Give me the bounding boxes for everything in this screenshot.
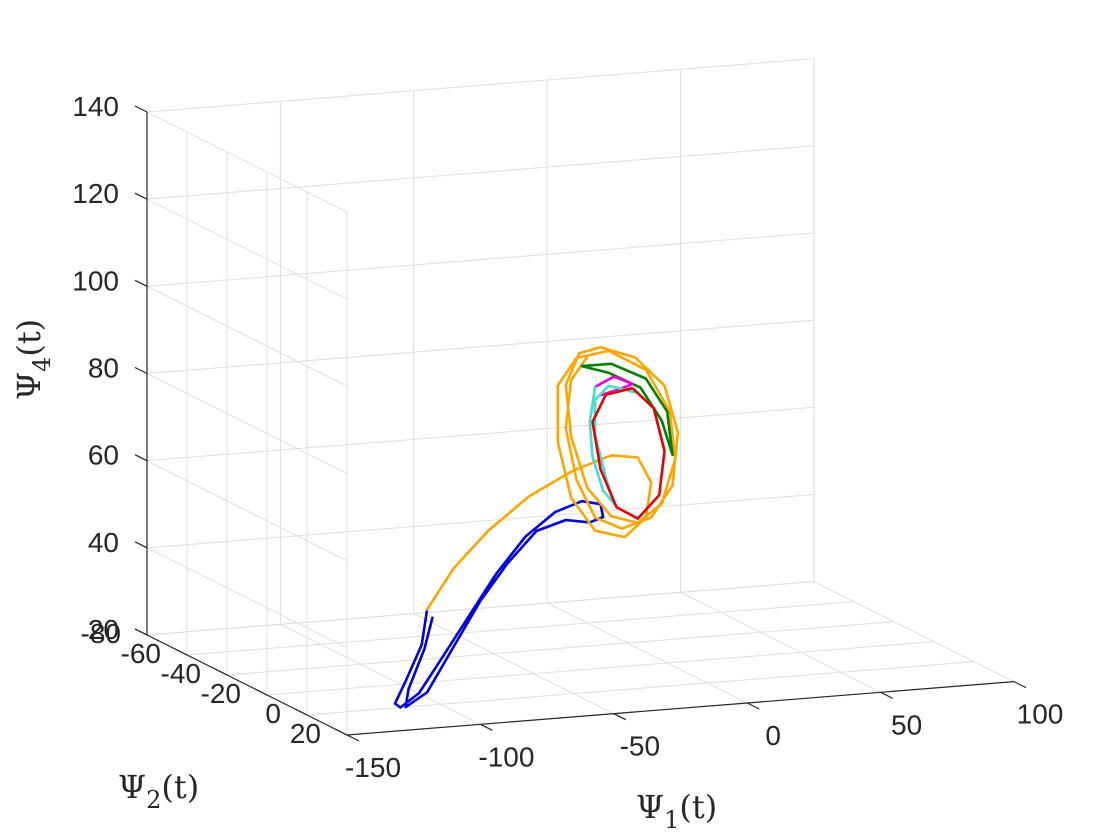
grid-line (146, 581, 815, 636)
x-tick-label: 0 (765, 720, 781, 751)
x-tick-mark (1013, 681, 1027, 689)
x-tick-label: -100 (478, 741, 534, 772)
grid-line (146, 58, 815, 113)
x-tick-mark (613, 713, 627, 721)
grid-line (546, 602, 748, 704)
grid-line (680, 591, 881, 693)
y-tick-label: -60 (121, 638, 161, 669)
z-tick-label: 140 (72, 91, 119, 122)
z-tick-label: 60 (88, 440, 119, 471)
y-tick-label: 20 (290, 718, 321, 749)
series-trajectory-2 (425, 345, 680, 611)
x-tick-mark (880, 691, 893, 699)
z-axis-label: Ψ4(t) (10, 319, 56, 400)
z-tick-label: 120 (72, 178, 119, 209)
z-tick-mark (134, 366, 148, 375)
z-tick-mark (134, 105, 148, 113)
series-trajectory-4 (593, 375, 634, 397)
y-tick-mark (334, 728, 348, 736)
x-tick-label: -150 (345, 752, 401, 783)
x-tick-mark (480, 723, 493, 731)
x-axis-label: Ψ1(t) (636, 788, 717, 834)
z-tick-mark (134, 279, 148, 287)
z-tick-mark (134, 192, 148, 200)
grid-line (186, 601, 855, 656)
x-tick-mark (746, 702, 760, 710)
z-tick-mark (134, 454, 148, 462)
grid-line (146, 493, 815, 549)
y-tick-label: -80 (81, 618, 121, 649)
z-tick-label: 100 (72, 265, 119, 296)
grid-line (146, 111, 348, 213)
grid-line (146, 373, 348, 474)
x-axis-line (346, 681, 1015, 736)
grid-line (146, 460, 348, 562)
grid-line (266, 641, 935, 696)
y-tick-mark (254, 688, 268, 696)
y-tick-label: 0 (265, 698, 281, 729)
axes-box (146, 112, 1015, 736)
y-tick-label: -20 (201, 678, 241, 709)
series-trajectory-6 (591, 386, 666, 520)
grid-line (280, 623, 481, 725)
x-tick-label: -50 (620, 731, 660, 762)
y-axis-label: Ψ2(t) (118, 768, 199, 814)
series-layer (393, 345, 680, 709)
z-tick-label: 80 (88, 353, 119, 384)
grid-line (306, 661, 975, 716)
z-tick-mark (134, 541, 148, 549)
x-tick-label: 100 (1017, 699, 1064, 730)
y-tick-mark (214, 668, 228, 676)
grid-line (146, 285, 348, 387)
grid-line (146, 145, 815, 200)
grid-layer (146, 58, 1015, 736)
z-tick-mark (134, 628, 148, 636)
z-tick-label: 20 (88, 614, 119, 645)
x-tick-label: 50 (891, 709, 922, 740)
grid-line (413, 613, 615, 715)
z-tick-label: 40 (88, 527, 119, 558)
grid-line (146, 232, 815, 287)
grid-line (813, 581, 1015, 683)
grid-line (146, 547, 348, 649)
y-tick-mark (294, 708, 308, 716)
grid-line (146, 406, 815, 462)
tick-layer: -150 -100 -50 0 50 100 -80-60-40-20 0 20 20 40 60 80… (72, 91, 1063, 783)
y-tick-mark (174, 648, 188, 656)
x-tick-mark (346, 734, 360, 742)
grid-line (146, 319, 815, 374)
grid-line (146, 198, 348, 300)
y-tick-label: -40 (161, 658, 201, 689)
grid-line (226, 621, 895, 676)
